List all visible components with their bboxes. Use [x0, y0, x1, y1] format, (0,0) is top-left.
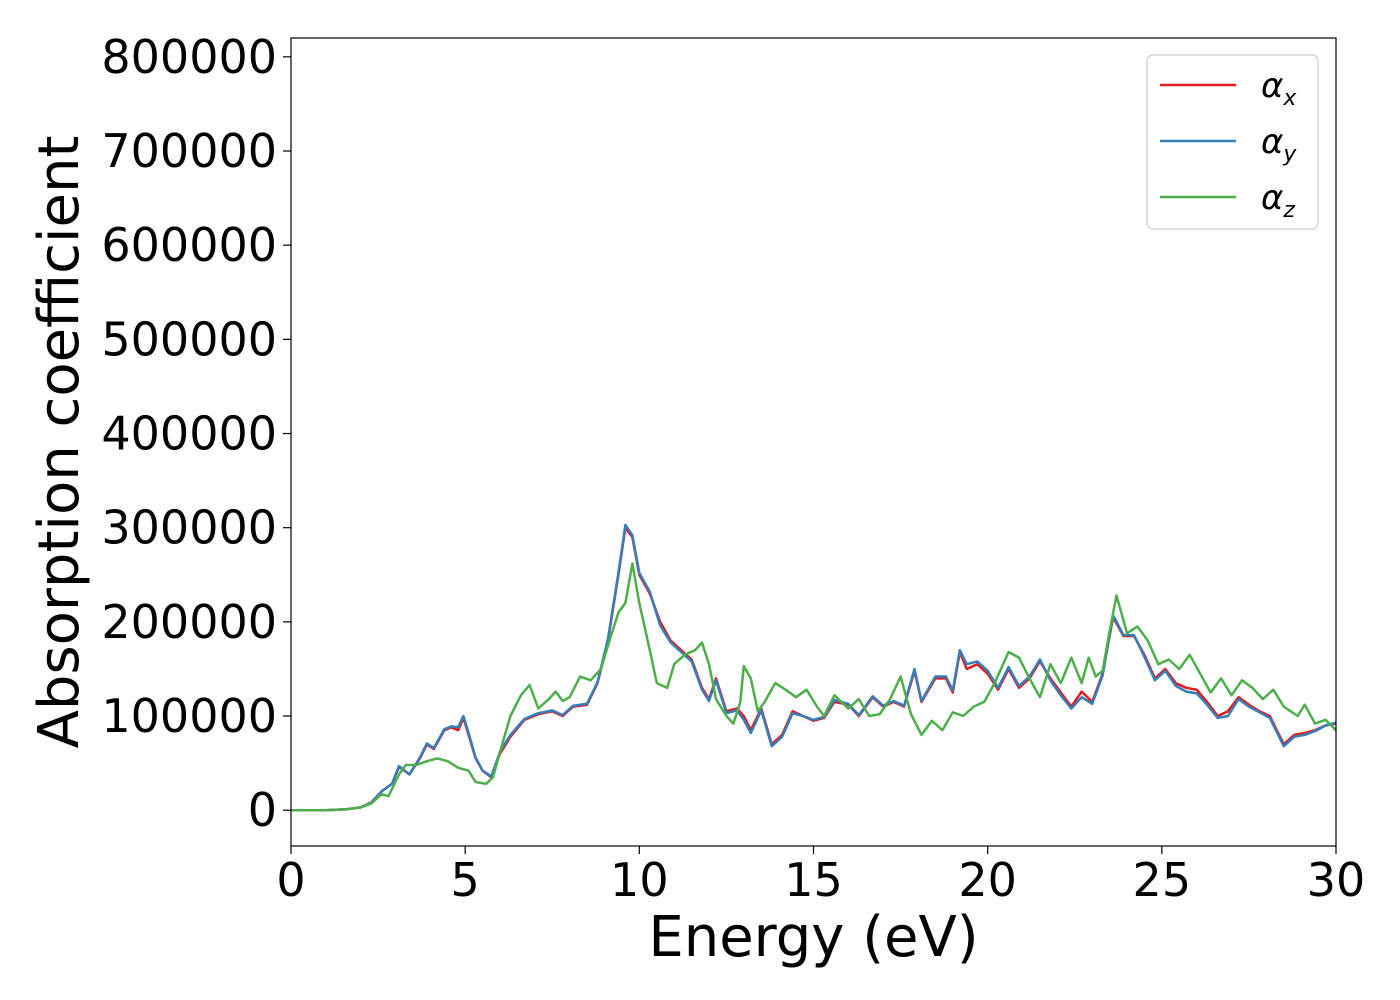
legend: αx αy αz [1146, 54, 1319, 230]
x-tick-label: 20 [958, 853, 1017, 907]
y-tick-label: 300000 [101, 501, 277, 555]
x-tick-label: 30 [1307, 853, 1366, 907]
legend-label-y: αy [1261, 122, 1297, 167]
y-tick-label: 800000 [101, 30, 277, 84]
x-axis-title: Energy (eV) [648, 905, 978, 970]
series-line-z [291, 562, 1337, 812]
ticks-layer: 0 5 10 15 20 25 30 0 100000 200000 300000 400000 500… [101, 30, 1365, 907]
y-tick-label: 0 [248, 783, 277, 837]
x-tick-label: 10 [610, 853, 669, 907]
x-tick-label: 25 [1133, 853, 1192, 907]
x-tick-label: 0 [276, 853, 305, 907]
y-axis-title: Absorption coefficient [27, 136, 92, 749]
y-tick-label: 500000 [101, 312, 277, 366]
y-tick-label: 600000 [101, 218, 277, 272]
y-tick-label: 100000 [101, 689, 277, 743]
legend-label-x: αx [1261, 66, 1297, 111]
x-tick-label: 15 [784, 853, 843, 907]
y-tick-label: 200000 [101, 595, 277, 649]
y-tick-label: 400000 [101, 407, 277, 461]
legend-label-z: αz [1261, 178, 1295, 223]
x-tick-label: 5 [451, 853, 480, 907]
series-line-y [291, 523, 1337, 812]
y-tick-label: 700000 [101, 124, 277, 178]
series-layer [291, 523, 1337, 812]
